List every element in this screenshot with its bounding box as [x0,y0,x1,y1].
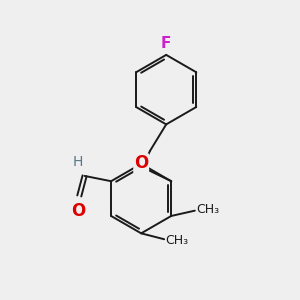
Text: O: O [134,154,148,172]
Text: F: F [161,36,171,51]
Text: O: O [71,202,85,220]
Text: CH₃: CH₃ [196,203,219,216]
Text: H: H [73,155,83,170]
Text: CH₃: CH₃ [166,234,189,247]
